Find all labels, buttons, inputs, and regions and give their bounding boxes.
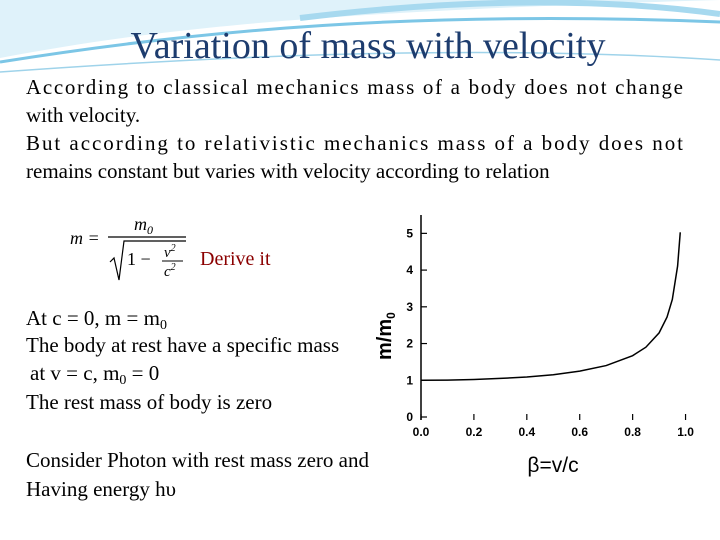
x-tick-label: 0.8 xyxy=(624,425,641,439)
fact-sub: 0 xyxy=(119,373,126,388)
x-tick-label: 0.2 xyxy=(466,425,483,439)
formula-sup: 2 xyxy=(171,262,176,273)
formula-text: v xyxy=(164,245,171,261)
y-tick-label: 3 xyxy=(406,300,413,314)
header-swoosh xyxy=(0,16,720,64)
photon-line: Consider Photon with rest mass zero and xyxy=(26,448,369,472)
fact-sub: 0 xyxy=(160,318,167,333)
formula-numerator: m0 xyxy=(134,214,153,237)
fact-text: At c = 0, m = m xyxy=(26,306,160,330)
sqrt-sign xyxy=(109,240,186,281)
formula-text: 1 − xyxy=(127,249,151,269)
fact-text: = 0 xyxy=(126,361,159,385)
fact-line: At c = 0, m = m0 xyxy=(26,306,167,333)
fact-line: The rest mass of body is zero xyxy=(26,390,272,414)
paragraph-line: remains constant but varies with velocit… xyxy=(26,159,550,183)
formula-lhs: m = xyxy=(70,228,100,248)
y-tick-label: 5 xyxy=(406,226,413,240)
y-tick-label: 4 xyxy=(406,263,413,277)
fact-line: The body at rest have a specific mass xyxy=(26,333,339,357)
fact-line: at v = c, m0 = 0 xyxy=(30,361,159,388)
y-axis-label-text: m/m xyxy=(374,319,396,360)
y-tick-label: 1 xyxy=(406,373,413,387)
formula-text: m xyxy=(134,214,147,234)
header-band xyxy=(0,0,720,58)
derive-note: Derive it xyxy=(200,248,271,270)
fact-text: at v = c, m xyxy=(30,361,119,385)
y-axis-label: m/m0 xyxy=(374,312,398,360)
header-swoosh xyxy=(0,51,720,73)
x-axis-label: β=v/c xyxy=(527,454,578,477)
photon-line: Having energy hυ xyxy=(26,477,176,501)
formula: m = m0 1 − v2 c2 xyxy=(70,214,186,281)
y-tick-label: 0 xyxy=(406,410,413,424)
x-tick-label: 0.4 xyxy=(518,425,535,439)
paragraph-line: with velocity. xyxy=(26,103,140,127)
formula-sup: 2 xyxy=(171,243,176,254)
x-tick-label: 0.0 xyxy=(413,425,430,439)
formula-text: v2 xyxy=(164,243,176,261)
formula-text: c xyxy=(164,264,171,280)
formula-sub: 0 xyxy=(147,223,153,237)
header-swoosh xyxy=(299,0,720,21)
slide-title: Variation of mass with velocity xyxy=(131,25,606,67)
x-tick-label: 1.0 xyxy=(677,425,694,439)
data-line xyxy=(420,232,682,382)
y-tick-label: 2 xyxy=(406,337,413,351)
paragraph-line: According to classical mechanics mass of… xyxy=(26,75,683,99)
paragraph-line: But according to relativistic mechanics … xyxy=(26,131,683,155)
y-axis-label-sub: 0 xyxy=(384,312,398,319)
x-tick-label: 0.6 xyxy=(571,425,588,439)
formula-text: c2 xyxy=(164,262,176,280)
